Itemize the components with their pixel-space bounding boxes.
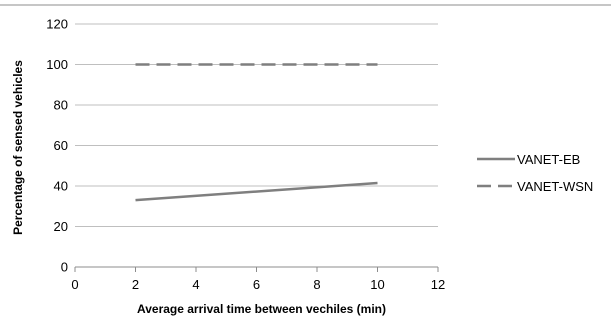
x-tick-label: 8 <box>313 277 320 292</box>
y-tick-label: 100 <box>46 57 68 72</box>
series-line-vanet-eb <box>135 181 378 202</box>
gridlines <box>75 23 438 227</box>
y-tick-label: 0 <box>61 260 68 275</box>
x-tick-label: 12 <box>431 277 445 292</box>
x-tick-label: 2 <box>132 277 139 292</box>
legend-label-vanet-wsn: VANET-WSN <box>517 179 593 194</box>
legend: VANET-EB VANET-WSN <box>477 152 593 194</box>
x-axis-title: Average arrival time between vechiles (m… <box>137 302 386 316</box>
x-tick-label: 4 <box>192 277 199 292</box>
y-tick-label: 80 <box>54 98 68 113</box>
y-tick-label: 40 <box>54 179 68 194</box>
tick-labels: 0 20 40 60 80 100 120 0 2 4 6 8 10 12 <box>46 17 445 293</box>
x-tick-label: 6 <box>253 277 260 292</box>
legend-label-vanet-eb: VANET-EB <box>517 152 580 167</box>
x-tick-label: 0 <box>71 277 78 292</box>
y-axis-title: Percentage of sensed vehicles <box>11 60 25 235</box>
y-tick-label: 60 <box>54 138 68 153</box>
axes <box>74 266 439 272</box>
x-tick-label: 10 <box>370 277 384 292</box>
y-tick-label: 20 <box>54 219 68 234</box>
series-lines <box>135 63 378 202</box>
y-tick-label: 120 <box>46 17 68 32</box>
